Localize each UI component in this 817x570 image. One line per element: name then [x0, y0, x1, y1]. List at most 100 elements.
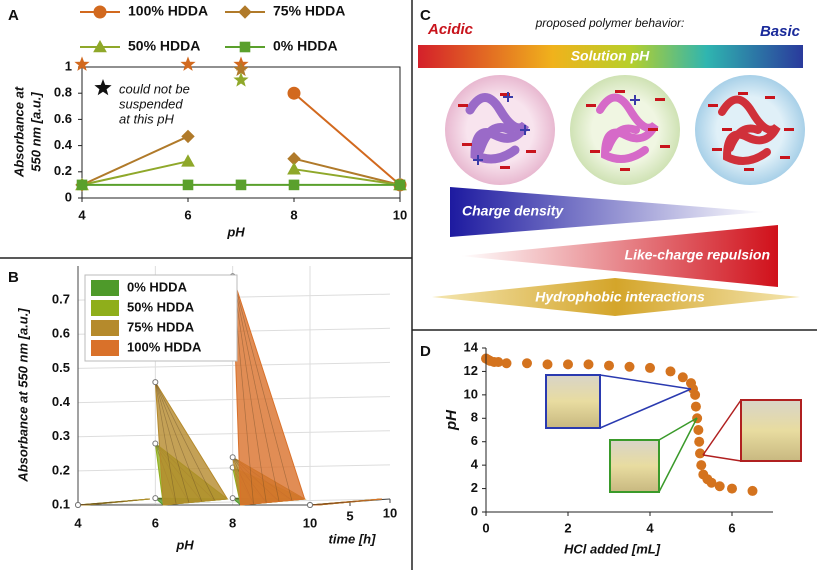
surface-rib: [154, 381, 190, 503]
point: [152, 495, 159, 502]
marker: [238, 5, 252, 19]
y-tick-label: 6: [471, 433, 478, 448]
y-tick-label: 0: [65, 189, 72, 204]
legend-swatch: [91, 340, 119, 356]
annotation: at this pH: [119, 111, 175, 126]
y-tick-label: 0.6: [54, 111, 72, 126]
z-axis-label: time [h]: [329, 531, 377, 546]
charge-density-wedge: [450, 187, 765, 237]
x-tick-label: 4: [646, 520, 654, 535]
ph-bar: [418, 45, 803, 68]
x-tick-label: 4: [74, 515, 82, 530]
x-axis-label: pH: [175, 537, 194, 552]
marker: [288, 179, 300, 191]
point: [501, 358, 512, 369]
point: [307, 502, 313, 508]
marker: [182, 179, 194, 191]
point: [229, 495, 236, 502]
y-tick-label: 0.3: [52, 428, 70, 443]
hydrophobic-diamond: [432, 278, 800, 316]
insets: [545, 374, 802, 493]
legend-label: 0% HDDA: [127, 279, 188, 294]
y-tick-label: 0.4: [54, 137, 73, 152]
series-line: [293, 92, 401, 186]
legend-label: 50% HDDA: [128, 38, 200, 54]
surface-rib: [155, 381, 215, 501]
marker: [235, 179, 247, 191]
point: [665, 366, 676, 377]
x-tick-label: 8: [229, 515, 236, 530]
vial-photo: [740, 399, 802, 462]
point: [690, 389, 701, 400]
legend-label: 75% HDDA: [273, 3, 345, 19]
surface-rib: [232, 276, 280, 502]
y-tick-label: 0.6: [52, 326, 70, 341]
y-tick-label: 14: [464, 339, 479, 354]
repulsion-label: Like-charge repulsion: [625, 247, 770, 263]
marker: [287, 162, 301, 175]
hydrophobic-label: Hydrophobic interactions: [535, 289, 705, 305]
series-line: [81, 160, 401, 186]
y-tick-label: 2: [471, 480, 478, 495]
acidic-label: Acidic: [427, 21, 474, 38]
surface-rib: [154, 382, 177, 504]
y-tick-label: 0.7: [52, 292, 70, 307]
point: [624, 361, 635, 372]
surface-rib: [309, 501, 357, 506]
y-tick-label: 0.5: [52, 360, 70, 375]
y-axis-label: 550 nm [a.u.]: [28, 92, 43, 172]
point: [75, 502, 81, 508]
x-tick-label: 4: [78, 207, 86, 222]
point: [542, 359, 553, 370]
legend-label: 100% HDDA: [128, 3, 208, 19]
vial-photo: [609, 439, 660, 493]
panel-label: D: [420, 343, 431, 360]
y-axis-label: Absorbance at 550 nm [a.u.]: [15, 308, 30, 483]
surface: [309, 498, 383, 506]
y-tick-label: 12: [464, 363, 478, 378]
point: [694, 436, 705, 447]
legend-star: [94, 79, 112, 96]
marker: [93, 5, 107, 19]
unsuspended-star: [233, 72, 249, 87]
surface-rib: [232, 276, 293, 501]
basic-label: Basic: [760, 23, 801, 40]
unsuspended-star: [180, 56, 196, 71]
plus-signs: [473, 92, 640, 165]
marker: [239, 41, 251, 53]
annotation: could not be: [119, 81, 190, 96]
marker: [181, 129, 195, 144]
unsuspended-star: [233, 61, 249, 77]
legend-swatch: [91, 320, 119, 336]
x-axis-label: pH: [226, 224, 245, 239]
x-tick-label: 10: [393, 207, 407, 222]
point: [493, 357, 504, 368]
point: [695, 448, 706, 459]
point: [747, 485, 758, 496]
y-tick-label: 4: [471, 457, 479, 472]
y-tick-label: 0.8: [54, 85, 72, 100]
x-tick-label: 6: [728, 520, 735, 535]
y-tick-label: 8: [471, 410, 478, 425]
point: [693, 425, 704, 435]
surface-rib: [309, 499, 370, 506]
point: [714, 481, 725, 492]
polymer: [718, 95, 781, 165]
repulsion-wedge: [460, 225, 778, 287]
panel-label: B: [8, 269, 19, 286]
y-tick-label: 0.2: [52, 462, 70, 477]
surface: [77, 498, 151, 506]
x-tick-label: 6: [152, 515, 159, 530]
surface-rib: [77, 503, 99, 506]
legend-label: 75% HDDA: [127, 319, 195, 334]
y-axis-label: pH: [443, 409, 460, 431]
marker: [394, 179, 406, 191]
surface-rib: [77, 502, 112, 506]
marker: [76, 179, 88, 191]
y-tick-label: 0.1: [52, 496, 70, 511]
point: [152, 379, 159, 386]
point: [522, 358, 532, 369]
legend-label: 50% HDDA: [127, 299, 195, 314]
point: [727, 483, 737, 494]
point: [604, 360, 614, 371]
